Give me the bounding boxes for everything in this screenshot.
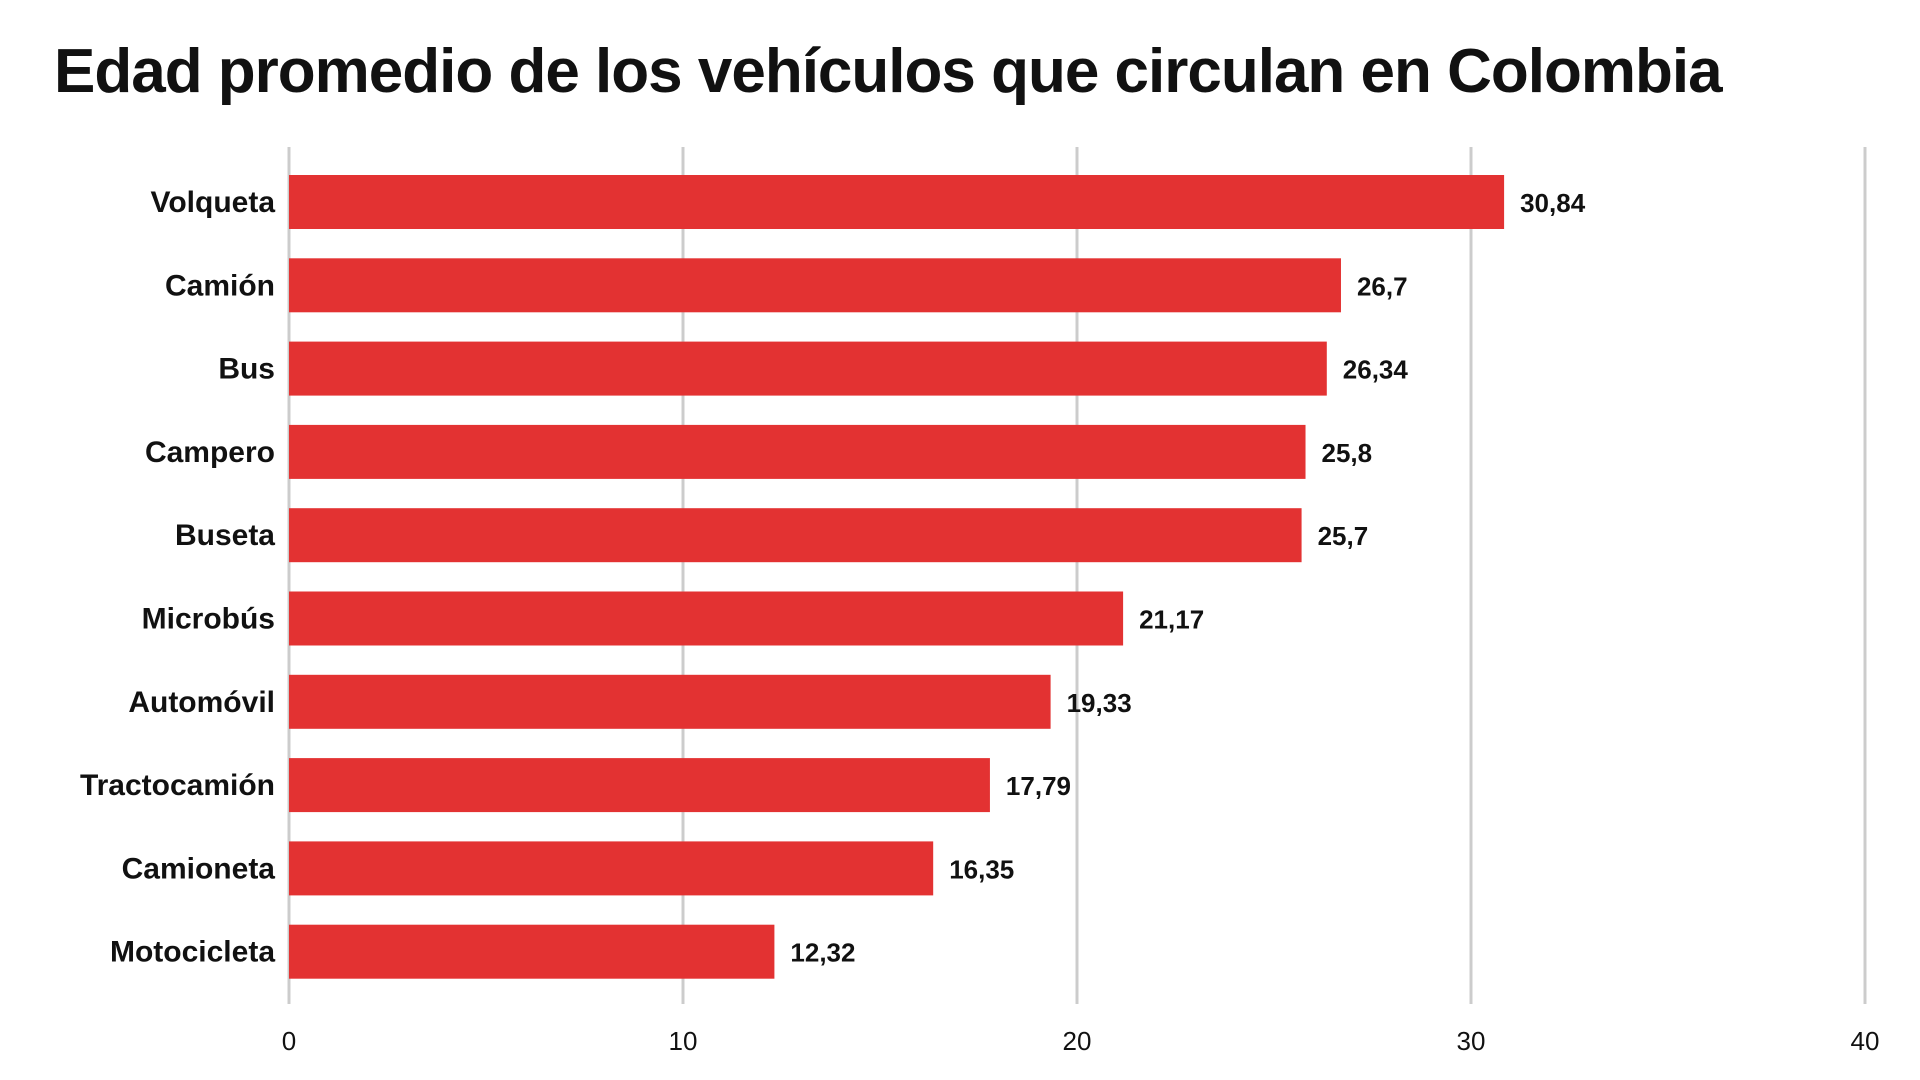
category-label: Motocicleta: [110, 936, 275, 969]
x-tick-label: 0: [282, 1026, 296, 1056]
x-tick-label: 20: [1063, 1026, 1092, 1056]
bar: [289, 341, 1327, 396]
bar: [289, 508, 1302, 563]
category-label: Campero: [145, 436, 275, 469]
bar: [289, 674, 1051, 729]
chart-title: Edad promedio de los vehículos que circu…: [54, 37, 1723, 106]
x-tick-label: 40: [1851, 1026, 1880, 1056]
bar: [289, 924, 775, 979]
bar: [289, 841, 934, 896]
value-label: 25,7: [1318, 521, 1369, 551]
value-label: 25,8: [1322, 438, 1373, 468]
value-label: 17,79: [1006, 771, 1071, 801]
bar: [289, 591, 1124, 646]
category-label: Camioneta: [122, 852, 276, 885]
value-label: 21,17: [1139, 605, 1204, 635]
category-label: Volqueta: [151, 186, 276, 219]
value-label: 19,33: [1067, 688, 1132, 718]
category-label: Microbús: [142, 603, 275, 636]
value-label: 26,34: [1343, 355, 1409, 385]
category-label: Camión: [165, 269, 275, 302]
x-tick-label: 10: [669, 1026, 698, 1056]
category-label: Buseta: [175, 519, 275, 552]
bar: [289, 175, 1505, 229]
value-label: 26,7: [1357, 271, 1408, 301]
value-label: 30,84: [1520, 188, 1586, 218]
category-label: Automóvil: [128, 686, 275, 719]
value-label: 16,35: [949, 854, 1014, 884]
x-tick-label: 30: [1457, 1026, 1486, 1056]
bar: [289, 258, 1341, 313]
value-label: 12,32: [790, 938, 855, 968]
category-label: Tractocamión: [80, 769, 275, 802]
bar: [289, 424, 1306, 479]
bar: [289, 758, 990, 813]
category-label: Bus: [218, 353, 275, 386]
